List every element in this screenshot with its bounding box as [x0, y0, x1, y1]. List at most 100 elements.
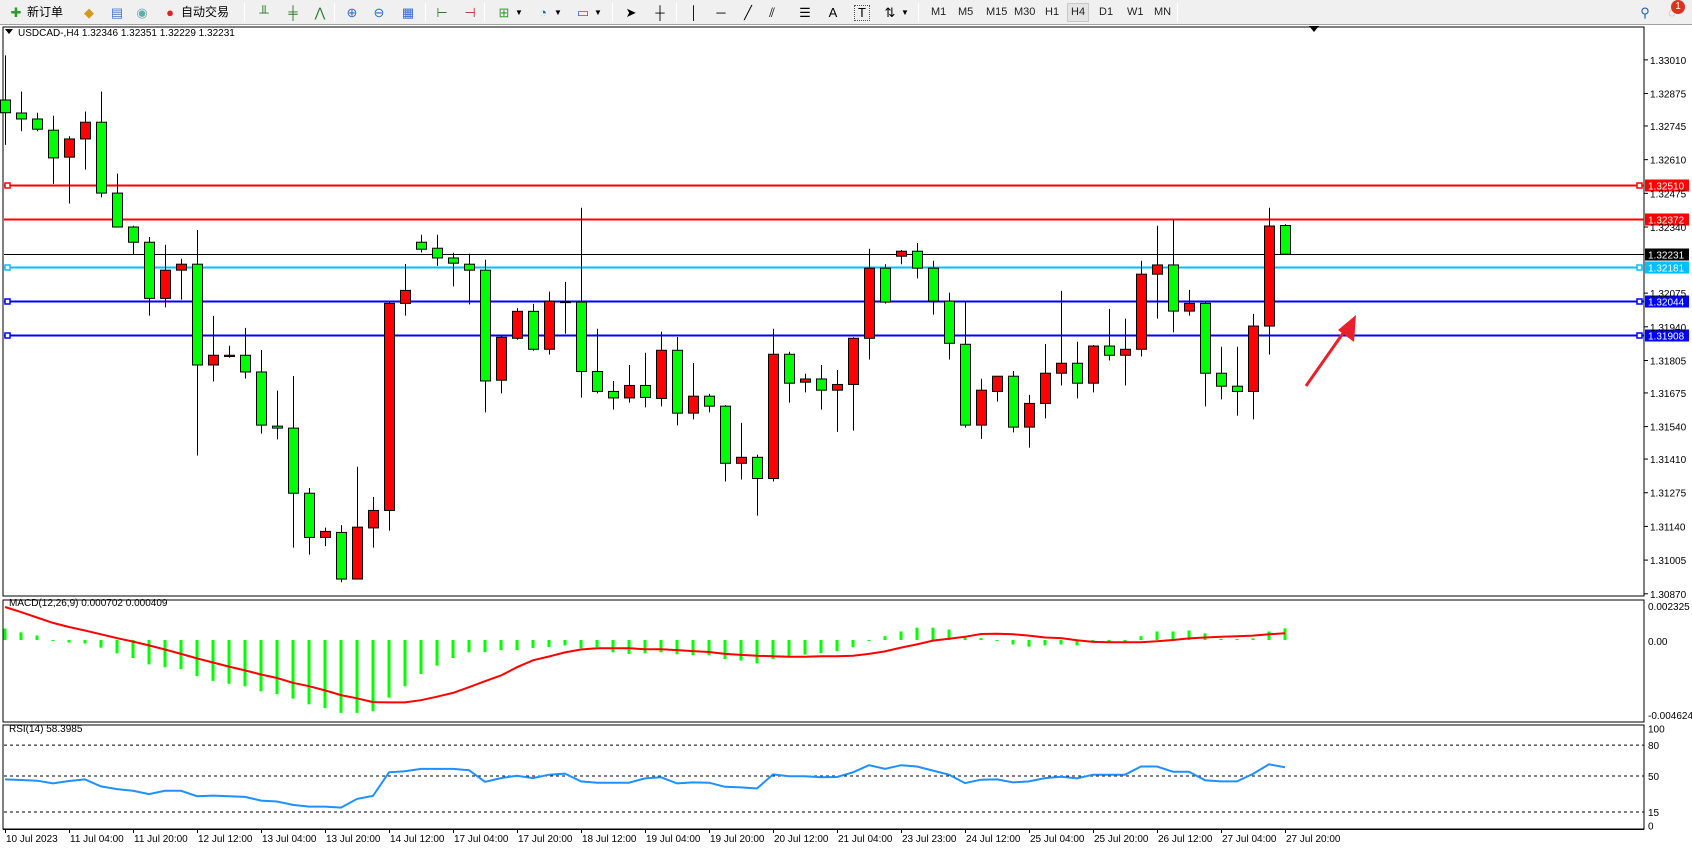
timeframe-mn[interactable]: MN — [1154, 6, 1172, 18]
candle — [976, 378, 987, 439]
text-button[interactable]: A — [825, 3, 841, 22]
macd-panel-frame — [2, 599, 1645, 723]
signals-button[interactable]: ◉ — [134, 3, 150, 22]
timeframe-h1[interactable]: H1 — [1045, 6, 1060, 18]
collapse-triangle-icon[interactable] — [5, 29, 13, 34]
crosshair-button[interactable]: ┼ — [652, 3, 668, 22]
arrow-annotation[interactable] — [1304, 315, 1356, 387]
rsi-tick-label: 50 — [1648, 772, 1660, 783]
tile-windows-button[interactable]: ▦ — [400, 3, 416, 22]
indicators-button[interactable]: ⊞ ▼ — [496, 3, 523, 22]
separator — [612, 3, 613, 22]
dropdown-caret-icon: ▼ — [901, 8, 909, 17]
tile-windows-icon: ▦ — [401, 4, 415, 20]
notification-badge: 1 — [1671, 0, 1685, 14]
timeframe-m30[interactable]: M30 — [1014, 6, 1036, 18]
axes: 1.33010 1.32875 1.32745 1.32610 1.32475 1.323… — [3, 56, 1692, 845]
line-anchor-handle[interactable] — [4, 298, 11, 305]
rsi-tick-label: 80 — [1648, 741, 1660, 752]
vertical-line-button[interactable]: │ — [686, 3, 702, 22]
candle-body — [400, 289, 411, 304]
templates-button[interactable]: ▭ ▼ — [575, 3, 602, 22]
candle-body — [320, 530, 331, 538]
fibonacci-button[interactable]: ☰ — [797, 3, 813, 22]
zoom-in-button[interactable]: ⊕ — [344, 3, 360, 22]
line-anchor-handle[interactable] — [4, 332, 11, 339]
horizontal-levels[interactable]: 1.32510 1.32372 1.32231 1.32181 1.32044 1.319… — [4, 179, 1689, 343]
line-anchor-handle[interactable] — [4, 182, 11, 189]
bar-chart-icon: ╨ — [259, 4, 269, 20]
new-order-button[interactable]: ✚ 新订单 — [8, 3, 63, 22]
equidistant-channel-icon: ⫽ — [769, 4, 775, 20]
macd-histogram-bar — [403, 640, 407, 687]
chart-shift-button[interactable]: ⊢ — [434, 3, 450, 22]
candle — [864, 248, 875, 360]
data-window-button[interactable]: ▤ — [109, 3, 125, 22]
line-anchor-handle[interactable] — [1636, 298, 1643, 305]
macd-histogram-bar — [643, 640, 647, 654]
timeframe-m5[interactable]: M5 — [958, 6, 974, 18]
candle — [1216, 346, 1227, 400]
candle — [1232, 346, 1243, 416]
arrows-button[interactable]: ⇅ ▼ — [882, 3, 909, 22]
candle-body — [1168, 264, 1179, 312]
macd-histogram-bar — [659, 640, 663, 653]
candle — [752, 454, 763, 516]
zoom-out-button[interactable]: ⊖ — [371, 3, 387, 22]
candle-body — [16, 112, 27, 120]
macd-tick-label: 0.00 — [1648, 637, 1668, 648]
candle — [576, 207, 587, 398]
price-tick-label: 1.32745 — [1650, 122, 1687, 133]
macd-label: MACD(12,26,9) 0.000702 0.000409 — [9, 598, 168, 609]
candle — [608, 380, 619, 410]
candle-body — [192, 263, 203, 366]
candle — [192, 230, 203, 456]
candle-body — [1248, 325, 1259, 392]
line-anchor-handle[interactable] — [1636, 332, 1643, 339]
macd-histogram-bar — [35, 635, 39, 640]
line-anchor-handle[interactable] — [4, 264, 11, 271]
candlestick-button[interactable]: ╪ — [285, 3, 301, 22]
timeframe-d1[interactable]: D1 — [1099, 6, 1114, 18]
line-chart-button[interactable]: ⋀ — [312, 3, 328, 22]
candle-body — [528, 310, 539, 350]
timeframe-m15[interactable]: M15 — [986, 6, 1008, 18]
trendline-button[interactable]: ╱ — [740, 3, 756, 22]
cursor-button[interactable]: ➤ — [623, 3, 639, 22]
equidistant-channel-button[interactable]: ⫽ — [764, 3, 780, 22]
horizontal-line-button[interactable]: ─ — [713, 3, 729, 22]
periods-button[interactable]: ◔ ▼ — [535, 3, 562, 22]
auto-trading-button[interactable]: ● 自动交易 — [162, 3, 229, 22]
candle-body — [224, 354, 235, 358]
macd-histogram-bar — [867, 640, 871, 641]
macd-histogram-bar — [1187, 630, 1191, 640]
chart-shift-marker-icon[interactable] — [1309, 26, 1319, 32]
chart-window[interactable]: 1.32510 1.32372 1.32231 1.32181 1.32044 1.319… — [0, 25, 1692, 851]
search-button[interactable]: ⚲ — [1637, 3, 1653, 22]
search-icon: ⚲ — [1640, 4, 1650, 20]
macd-histogram-bar — [99, 640, 103, 648]
candle-body — [256, 371, 267, 426]
timeframe-m1[interactable]: M1 — [931, 6, 947, 18]
periods-icon: ◔ — [539, 4, 547, 20]
candle — [1120, 318, 1131, 386]
timeframe-h4[interactable]: H4 — [1067, 3, 1090, 22]
time-tick-label: 18 Jul 12:00 — [582, 834, 637, 845]
price-tick-label: 1.31410 — [1650, 455, 1687, 466]
market-watch-button[interactable]: ◆ — [81, 3, 97, 22]
line-anchor-handle[interactable] — [1636, 264, 1643, 271]
notification-button[interactable]: ◌ 1 — [1664, 0, 1685, 22]
text-label-button[interactable]: T — [854, 3, 870, 22]
bar-chart-button[interactable]: ╨ — [256, 3, 272, 22]
autoscroll-button[interactable]: ⊣ — [462, 3, 478, 22]
arrow-shaft — [1304, 328, 1348, 387]
timeframe-w1[interactable]: W1 — [1127, 6, 1144, 18]
candle-body — [784, 353, 795, 384]
macd-histogram-bar — [771, 640, 775, 660]
separator — [1177, 3, 1178, 22]
price-tag — [1645, 261, 1689, 274]
autoscroll-icon: ⊣ — [464, 4, 476, 20]
line-anchor-handle[interactable] — [1636, 182, 1643, 189]
macd-histogram-bar — [323, 640, 327, 709]
time-tick-label: 25 Jul 20:00 — [1094, 834, 1149, 845]
